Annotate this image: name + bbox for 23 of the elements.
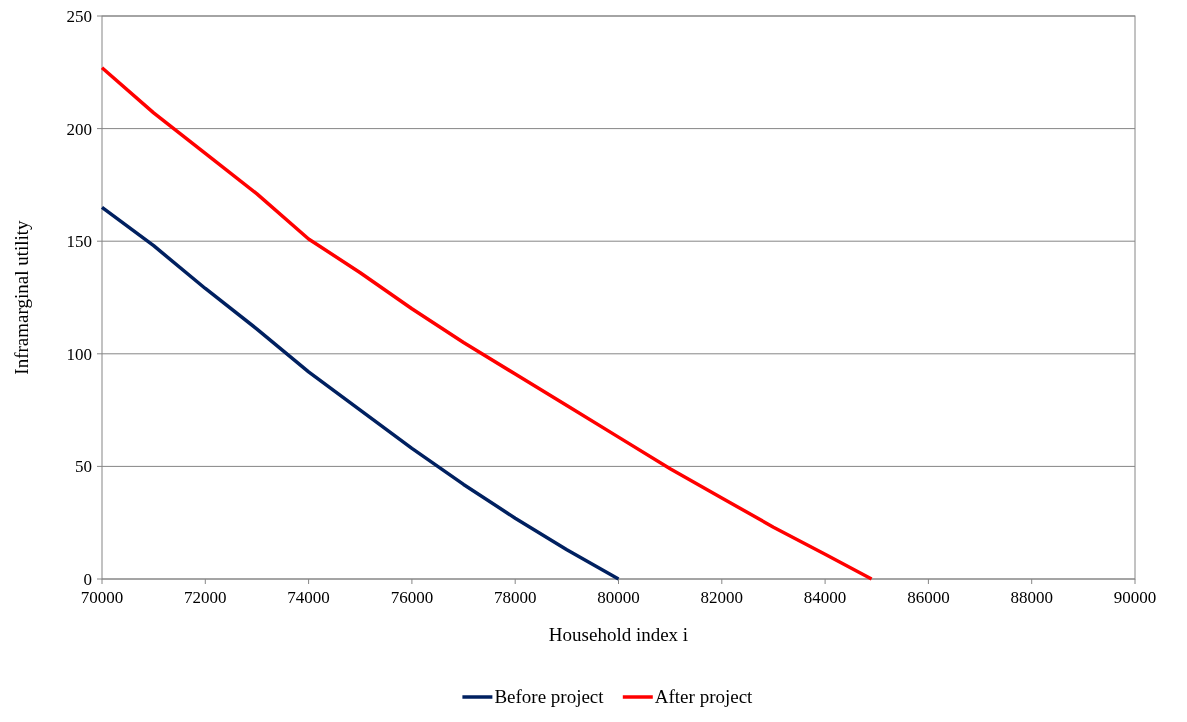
x-tick-label: 80000	[597, 588, 640, 607]
y-axis-title: Inframarginal utility	[11, 219, 32, 375]
x-axis-title: Household index i	[548, 624, 689, 645]
legend-label: After project	[654, 686, 754, 707]
x-tick-label: 74000	[287, 588, 330, 607]
y-tick-label: 50	[75, 457, 92, 477]
line-series	[100, 66, 874, 581]
y-tick-label: 200	[66, 119, 92, 139]
legend-label: Before project	[494, 686, 605, 707]
x-tick-label: 90000	[1113, 588, 1157, 607]
line-series	[100, 205, 621, 581]
y-tick-label: 0	[83, 570, 92, 589]
x-tick-label: 70000	[80, 588, 124, 607]
x-tick-label: 88000	[1010, 588, 1053, 607]
y-tick-label: 150	[66, 232, 92, 252]
y-tick-label: 100	[66, 344, 92, 364]
x-tick-label: 78000	[493, 588, 537, 607]
x-tick-label: 82000	[700, 588, 744, 607]
x-tick-label: 84000	[803, 588, 847, 607]
x-tick-label: 76000	[390, 588, 434, 607]
x-tick-label: 86000	[907, 588, 950, 607]
y-tick-label: 250	[66, 7, 92, 26]
x-tick-label: 72000	[184, 588, 227, 607]
